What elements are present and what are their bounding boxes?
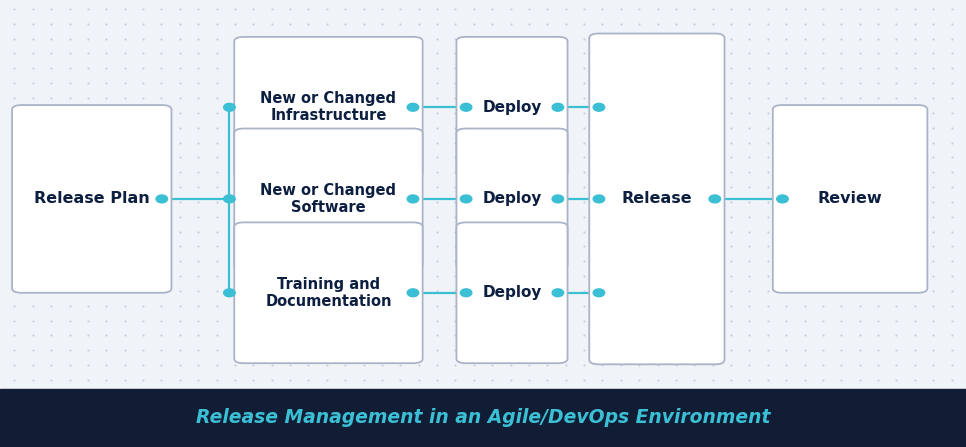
FancyBboxPatch shape [235, 223, 423, 363]
FancyBboxPatch shape [589, 34, 724, 364]
Ellipse shape [553, 195, 563, 203]
Ellipse shape [593, 289, 605, 297]
Ellipse shape [224, 289, 235, 297]
Ellipse shape [553, 289, 563, 297]
FancyBboxPatch shape [235, 128, 423, 269]
Ellipse shape [461, 103, 471, 111]
Text: New or Changed
Infrastructure: New or Changed Infrastructure [261, 91, 396, 123]
Ellipse shape [408, 289, 418, 297]
Text: Release Management in an Agile/DevOps Environment: Release Management in an Agile/DevOps En… [196, 409, 770, 427]
Ellipse shape [224, 103, 235, 111]
Text: Review: Review [818, 191, 882, 207]
Ellipse shape [408, 195, 418, 203]
Ellipse shape [224, 195, 235, 203]
Ellipse shape [593, 195, 605, 203]
FancyBboxPatch shape [457, 128, 568, 269]
Text: Release Plan: Release Plan [34, 191, 150, 207]
Ellipse shape [553, 103, 563, 111]
Ellipse shape [461, 195, 471, 203]
FancyBboxPatch shape [773, 105, 927, 293]
Text: Deploy: Deploy [482, 285, 542, 300]
Text: Deploy: Deploy [482, 191, 542, 207]
Text: Deploy: Deploy [482, 100, 542, 115]
Text: New or Changed
Software: New or Changed Software [261, 183, 396, 215]
Ellipse shape [408, 103, 418, 111]
Ellipse shape [777, 195, 788, 203]
FancyBboxPatch shape [235, 37, 423, 178]
Ellipse shape [593, 103, 605, 111]
FancyBboxPatch shape [457, 223, 568, 363]
Ellipse shape [156, 195, 167, 203]
Ellipse shape [461, 289, 471, 297]
Text: Release: Release [621, 191, 693, 207]
FancyBboxPatch shape [13, 105, 172, 293]
Bar [0, 389, 966, 447]
Text: Training and
Documentation: Training and Documentation [266, 277, 391, 309]
FancyBboxPatch shape [457, 37, 568, 178]
Ellipse shape [709, 195, 721, 203]
